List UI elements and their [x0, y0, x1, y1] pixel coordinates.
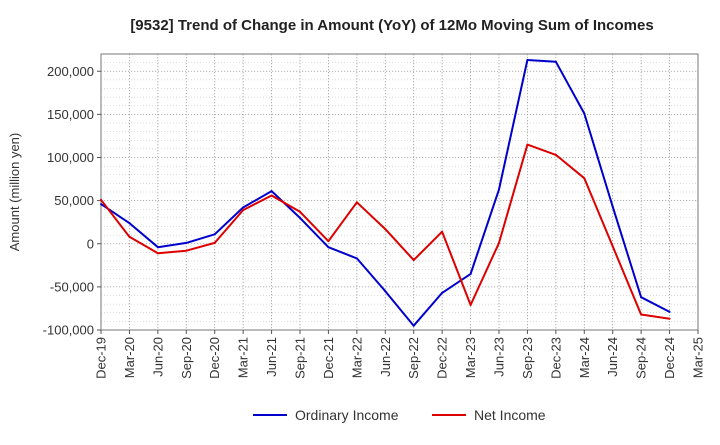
data-point: [554, 60, 557, 63]
y-tick-label: 100,000: [47, 150, 94, 165]
data-point: [583, 112, 586, 115]
data-point: [668, 317, 671, 320]
x-tick-label: Sep-20: [179, 337, 194, 379]
data-point: [640, 296, 643, 299]
data-point: [611, 205, 614, 208]
data-point: [384, 228, 387, 231]
data-point: [270, 194, 273, 197]
y-axis-label: Amount (million yen): [7, 133, 22, 252]
legend: Ordinary Income Net Income: [253, 407, 546, 423]
x-tick-label: Sep-21: [293, 337, 308, 379]
legend-label: Net Income: [474, 407, 546, 423]
x-tick-label: Jun-22: [378, 337, 393, 377]
data-point: [299, 210, 301, 213]
x-tick-label: Sep-22: [406, 337, 421, 379]
data-point: [242, 206, 245, 209]
data-point: [299, 216, 301, 219]
x-tick-label: Dec-21: [321, 337, 336, 379]
data-point: [469, 272, 472, 275]
data-point: [526, 59, 529, 62]
data-point: [355, 257, 358, 260]
data-point: [128, 235, 131, 238]
x-tick-label: Mar-24: [577, 337, 592, 378]
x-tick-label: Mar-20: [122, 337, 137, 378]
x-tick-label: Mar-25: [691, 337, 706, 378]
plot-frame: [100, 53, 699, 331]
data-point: [100, 198, 102, 201]
data-point: [213, 233, 216, 236]
y-tick-label: 50,000: [54, 193, 94, 208]
y-tick-label: 0: [87, 236, 94, 251]
data-point: [611, 245, 614, 248]
data-point: [185, 249, 188, 252]
data-point: [498, 241, 500, 244]
series-lines: [100, 59, 671, 327]
data-point: [100, 203, 102, 206]
data-point: [526, 143, 529, 146]
y-tick-label: -50,000: [50, 279, 94, 294]
y-tick-label: -100,000: [43, 323, 94, 338]
x-tick-label: Dec-23: [548, 337, 563, 379]
data-point: [554, 153, 557, 156]
data-point: [668, 310, 671, 313]
x-tick-label: Jun-23: [492, 337, 507, 377]
x-tick-label: Dec-24: [662, 337, 677, 379]
chart-title: [9532] Trend of Change in Amount (YoY) o…: [130, 17, 653, 34]
x-tick-label: Jun-21: [264, 337, 279, 377]
data-point: [583, 177, 586, 180]
x-tick-label: Jun-20: [150, 337, 165, 377]
data-point: [185, 241, 188, 244]
data-point: [355, 201, 358, 204]
y-tick-label: 200,000: [47, 64, 94, 79]
data-point: [498, 188, 500, 191]
data-point: [640, 313, 643, 316]
data-point: [327, 246, 330, 249]
data-point: [469, 303, 472, 306]
x-tick-label: Sep-24: [634, 337, 649, 379]
y-tick-label: 150,000: [47, 107, 94, 122]
legend-label: Ordinary Income: [295, 407, 399, 423]
data-point: [270, 190, 273, 193]
x-axis: Dec-19 Mar-20 Jun-20 Sep-20 Dec-20 Mar-21 Jun-…: [94, 330, 706, 379]
data-point: [412, 324, 415, 327]
x-tick-label: Mar-21: [236, 337, 251, 378]
data-point: [412, 259, 415, 262]
x-tick-label: Jun-24: [605, 337, 620, 377]
x-tick-label: Dec-19: [94, 337, 109, 379]
data-point: [327, 240, 330, 243]
data-point: [128, 222, 131, 225]
data-point: [441, 291, 444, 294]
x-tick-label: Dec-22: [435, 337, 450, 379]
y-axis: -100,000 -50,000 0 50,000 100,000 150,000 200,…: [43, 64, 101, 338]
data-point: [441, 230, 444, 233]
x-tick-label: Sep-23: [520, 337, 535, 379]
data-point: [242, 209, 245, 212]
x-tick-label: Dec-20: [207, 337, 222, 379]
x-tick-label: Mar-23: [463, 337, 478, 378]
data-point: [213, 241, 216, 244]
data-point: [156, 252, 159, 255]
data-point: [384, 290, 387, 293]
data-point: [156, 246, 159, 249]
x-tick-label: Mar-22: [349, 337, 364, 378]
